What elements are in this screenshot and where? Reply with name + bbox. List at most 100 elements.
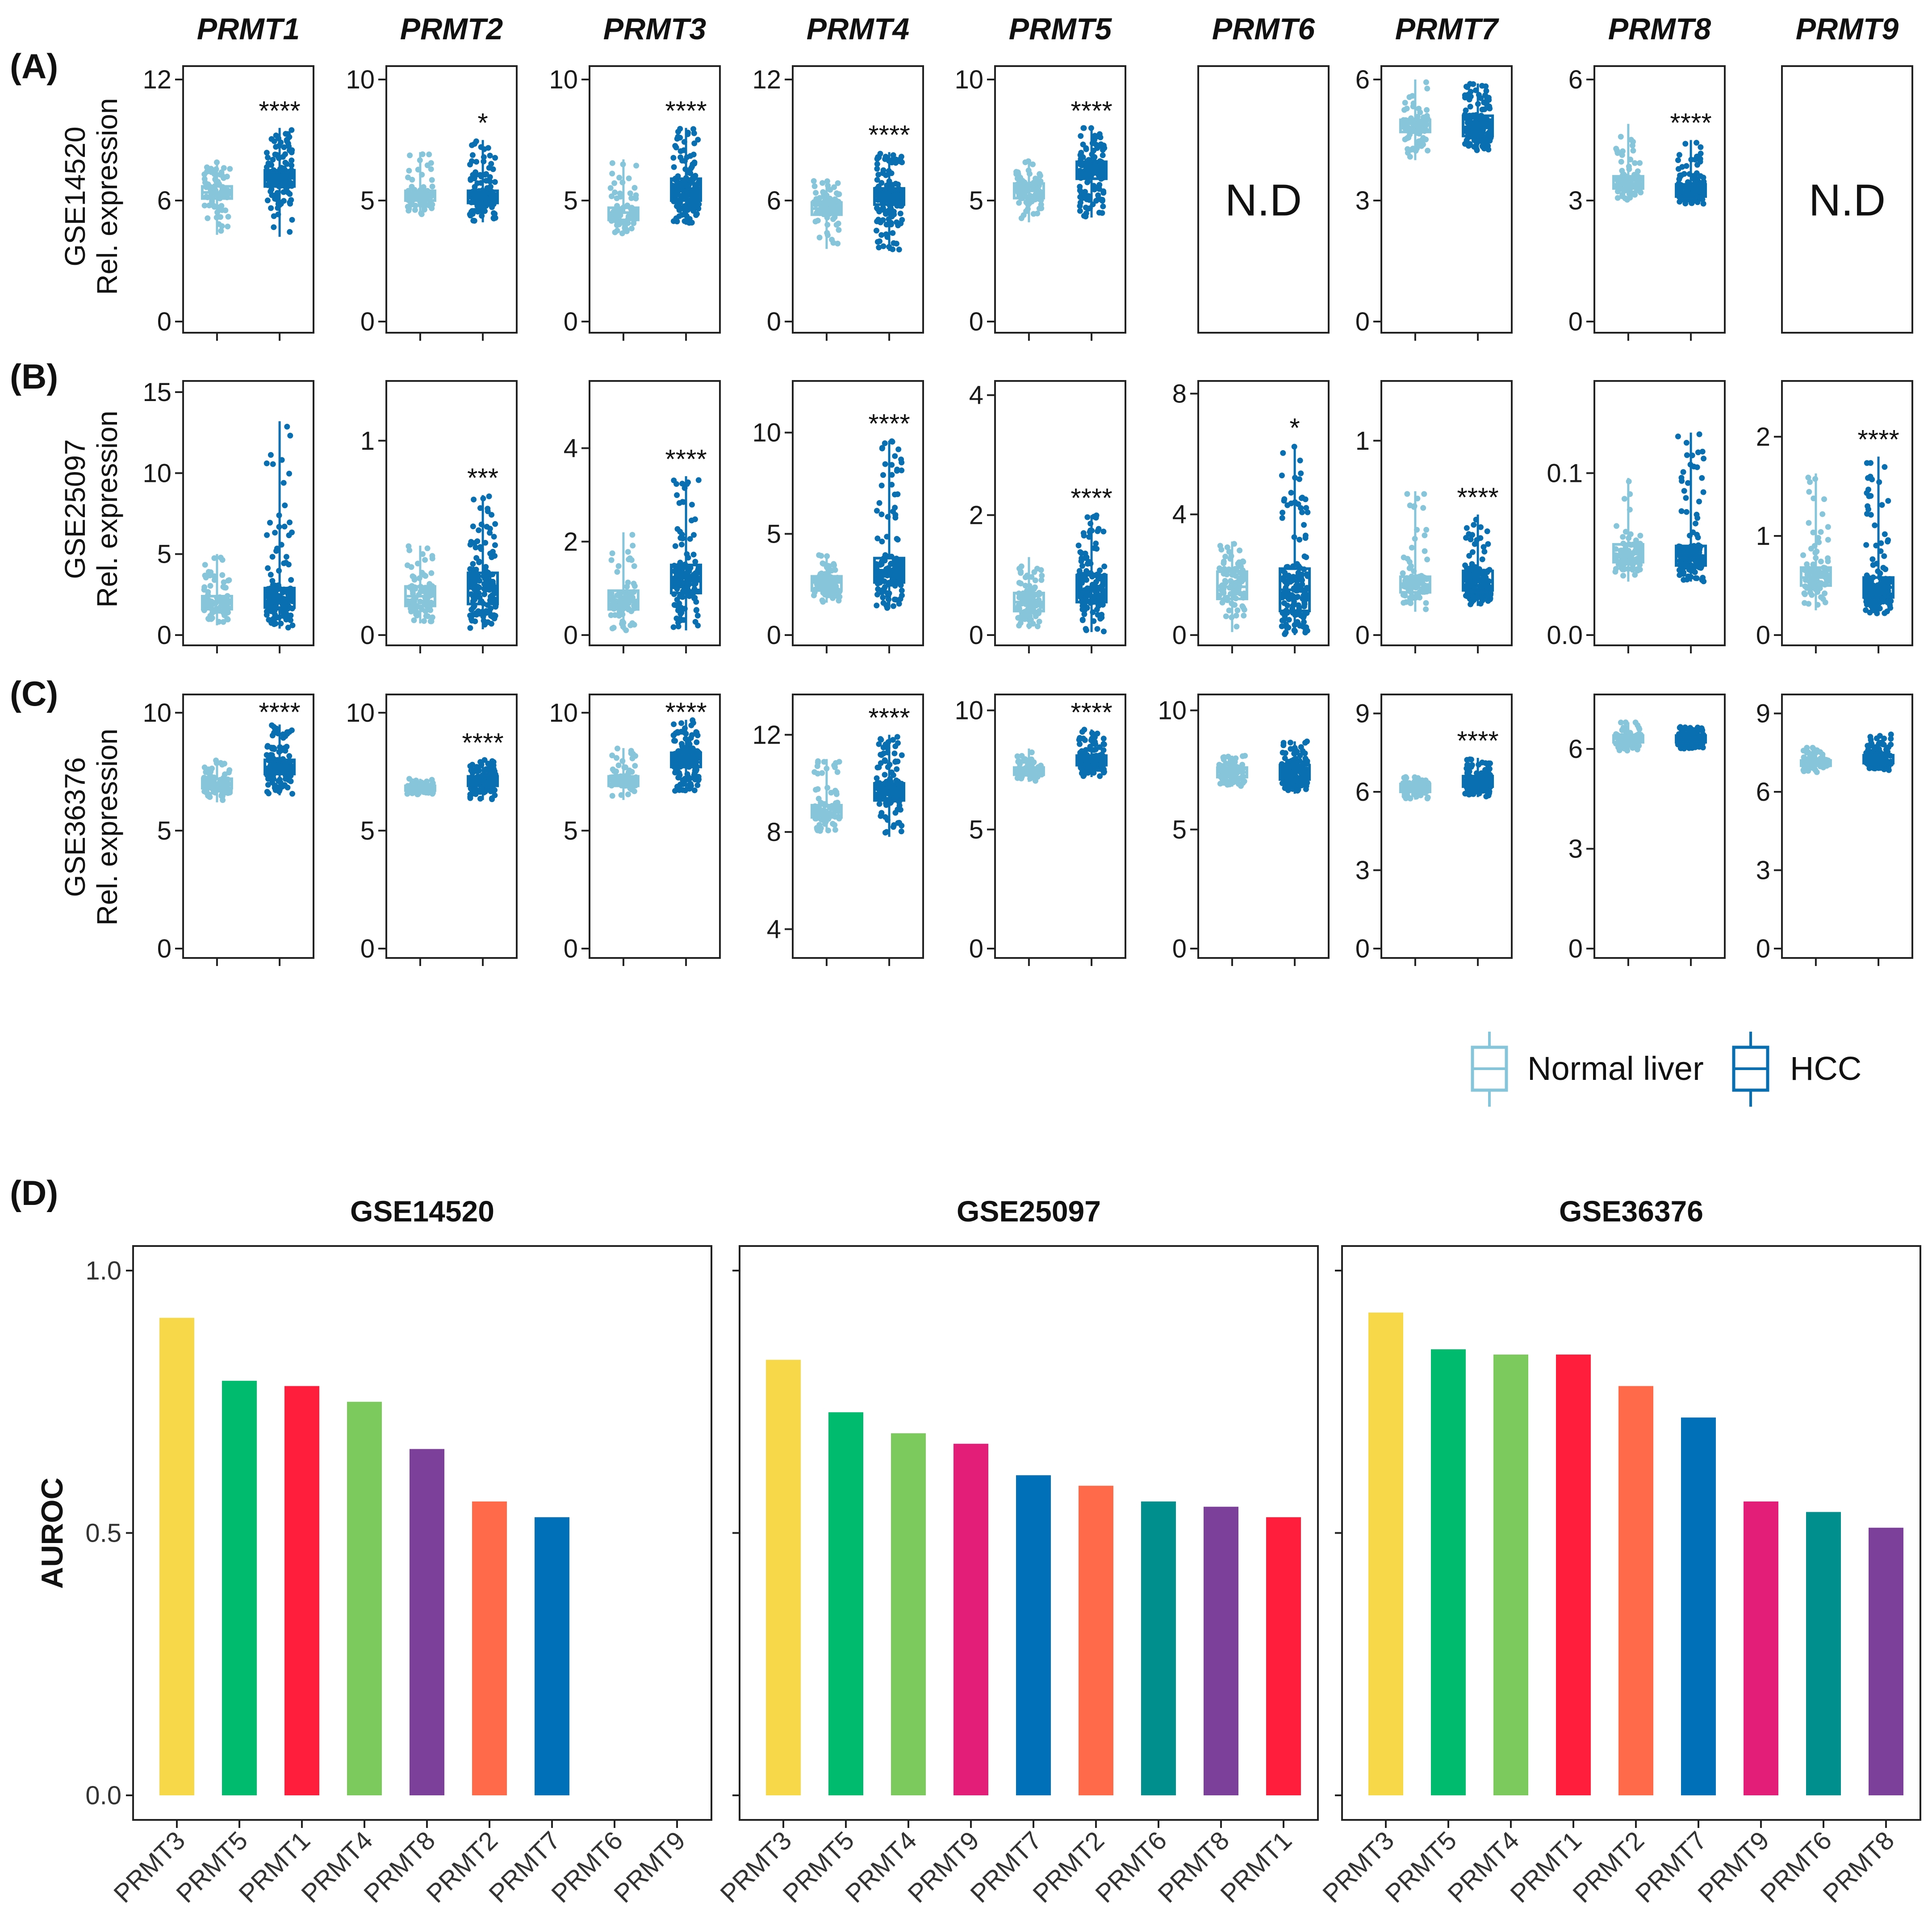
y-tick-label: 3 xyxy=(1568,186,1583,215)
data-point xyxy=(1620,573,1626,579)
significance-label: *** xyxy=(467,463,498,493)
data-point xyxy=(1033,611,1039,618)
y-tick-label: 0 xyxy=(969,307,983,336)
data-point xyxy=(476,527,482,533)
data-point xyxy=(1403,599,1409,605)
data-point xyxy=(421,618,427,624)
y-tick-label: 5 xyxy=(360,816,375,845)
data-point xyxy=(1405,150,1411,156)
data-point xyxy=(1082,550,1088,556)
data-point xyxy=(695,205,702,212)
y-tick-label: 5 xyxy=(157,816,171,845)
data-point xyxy=(1081,611,1087,617)
data-point xyxy=(408,564,414,570)
data-point xyxy=(1280,590,1287,596)
data-point xyxy=(694,782,701,788)
data-point xyxy=(689,502,695,508)
data-point xyxy=(880,167,887,173)
data-point xyxy=(1234,623,1240,630)
data-point xyxy=(1220,589,1226,595)
data-point xyxy=(672,788,678,794)
data-point xyxy=(1682,141,1689,147)
data-point xyxy=(281,144,287,151)
data-point xyxy=(207,573,213,578)
y-tick-label: 0 xyxy=(1568,307,1583,336)
data-point xyxy=(280,480,287,486)
data-point xyxy=(1698,144,1704,150)
data-point xyxy=(286,753,293,759)
data-point xyxy=(880,472,886,478)
data-point xyxy=(1820,596,1826,602)
data-point xyxy=(1873,588,1879,594)
subplot-prmt6: N.D xyxy=(1197,65,1330,334)
significance-label: * xyxy=(477,108,488,138)
data-point xyxy=(691,532,697,538)
data-point xyxy=(1694,140,1700,146)
data-point xyxy=(1093,540,1099,547)
data-point xyxy=(474,538,481,544)
data-point xyxy=(1678,475,1685,481)
data-point xyxy=(890,246,896,252)
y-tick-label: 15 xyxy=(142,378,171,407)
data-point xyxy=(286,471,292,477)
data-point xyxy=(671,477,677,484)
data-point xyxy=(270,461,276,467)
data-point xyxy=(1295,573,1301,579)
data-point xyxy=(1083,627,1089,633)
data-point xyxy=(486,610,493,616)
data-point xyxy=(1681,488,1687,494)
data-point xyxy=(226,789,232,795)
data-point xyxy=(631,563,637,569)
data-point xyxy=(628,748,634,754)
data-point xyxy=(221,165,227,171)
data-point xyxy=(266,617,272,623)
data-point xyxy=(206,202,212,209)
data-point xyxy=(1818,558,1824,565)
data-point xyxy=(691,787,698,794)
data-point xyxy=(876,244,882,251)
y-tick-label: 1 xyxy=(1756,522,1770,551)
data-point xyxy=(1878,588,1885,594)
data-point xyxy=(833,222,840,228)
data-point xyxy=(1077,203,1083,209)
data-point xyxy=(420,184,427,190)
data-point xyxy=(875,197,881,203)
data-point xyxy=(1085,179,1091,185)
data-point xyxy=(288,577,294,583)
data-point xyxy=(881,207,887,213)
y-tick-label: 0 xyxy=(1756,621,1770,650)
data-point xyxy=(289,217,295,223)
data-point xyxy=(202,180,208,186)
data-point xyxy=(691,160,698,167)
y-tick-label: 5 xyxy=(767,519,781,548)
data-point xyxy=(874,177,880,183)
gene-header-prmt1: PRMT1 xyxy=(197,12,300,46)
data-point xyxy=(874,166,880,172)
data-point xyxy=(473,555,480,561)
data-point xyxy=(689,754,695,760)
data-point xyxy=(413,611,419,617)
data-point xyxy=(486,493,492,499)
data-point xyxy=(609,550,615,556)
data-point xyxy=(269,192,275,198)
data-point xyxy=(1078,156,1084,162)
data-point xyxy=(1233,573,1239,579)
data-point xyxy=(471,497,477,502)
box-normal xyxy=(404,776,436,798)
data-point xyxy=(692,619,698,625)
box-iqr xyxy=(1399,118,1431,134)
data-point xyxy=(832,196,838,202)
data-point xyxy=(1483,98,1489,105)
data-point xyxy=(1635,176,1641,183)
data-point xyxy=(487,184,493,190)
not-detected-label: N.D xyxy=(1225,176,1302,226)
data-point xyxy=(429,177,435,183)
data-point xyxy=(267,753,273,759)
data-point xyxy=(1424,107,1430,113)
data-point xyxy=(1471,522,1477,528)
data-point xyxy=(879,539,885,544)
data-point xyxy=(614,569,620,575)
data-point xyxy=(225,616,231,623)
box-normal xyxy=(1399,79,1431,160)
